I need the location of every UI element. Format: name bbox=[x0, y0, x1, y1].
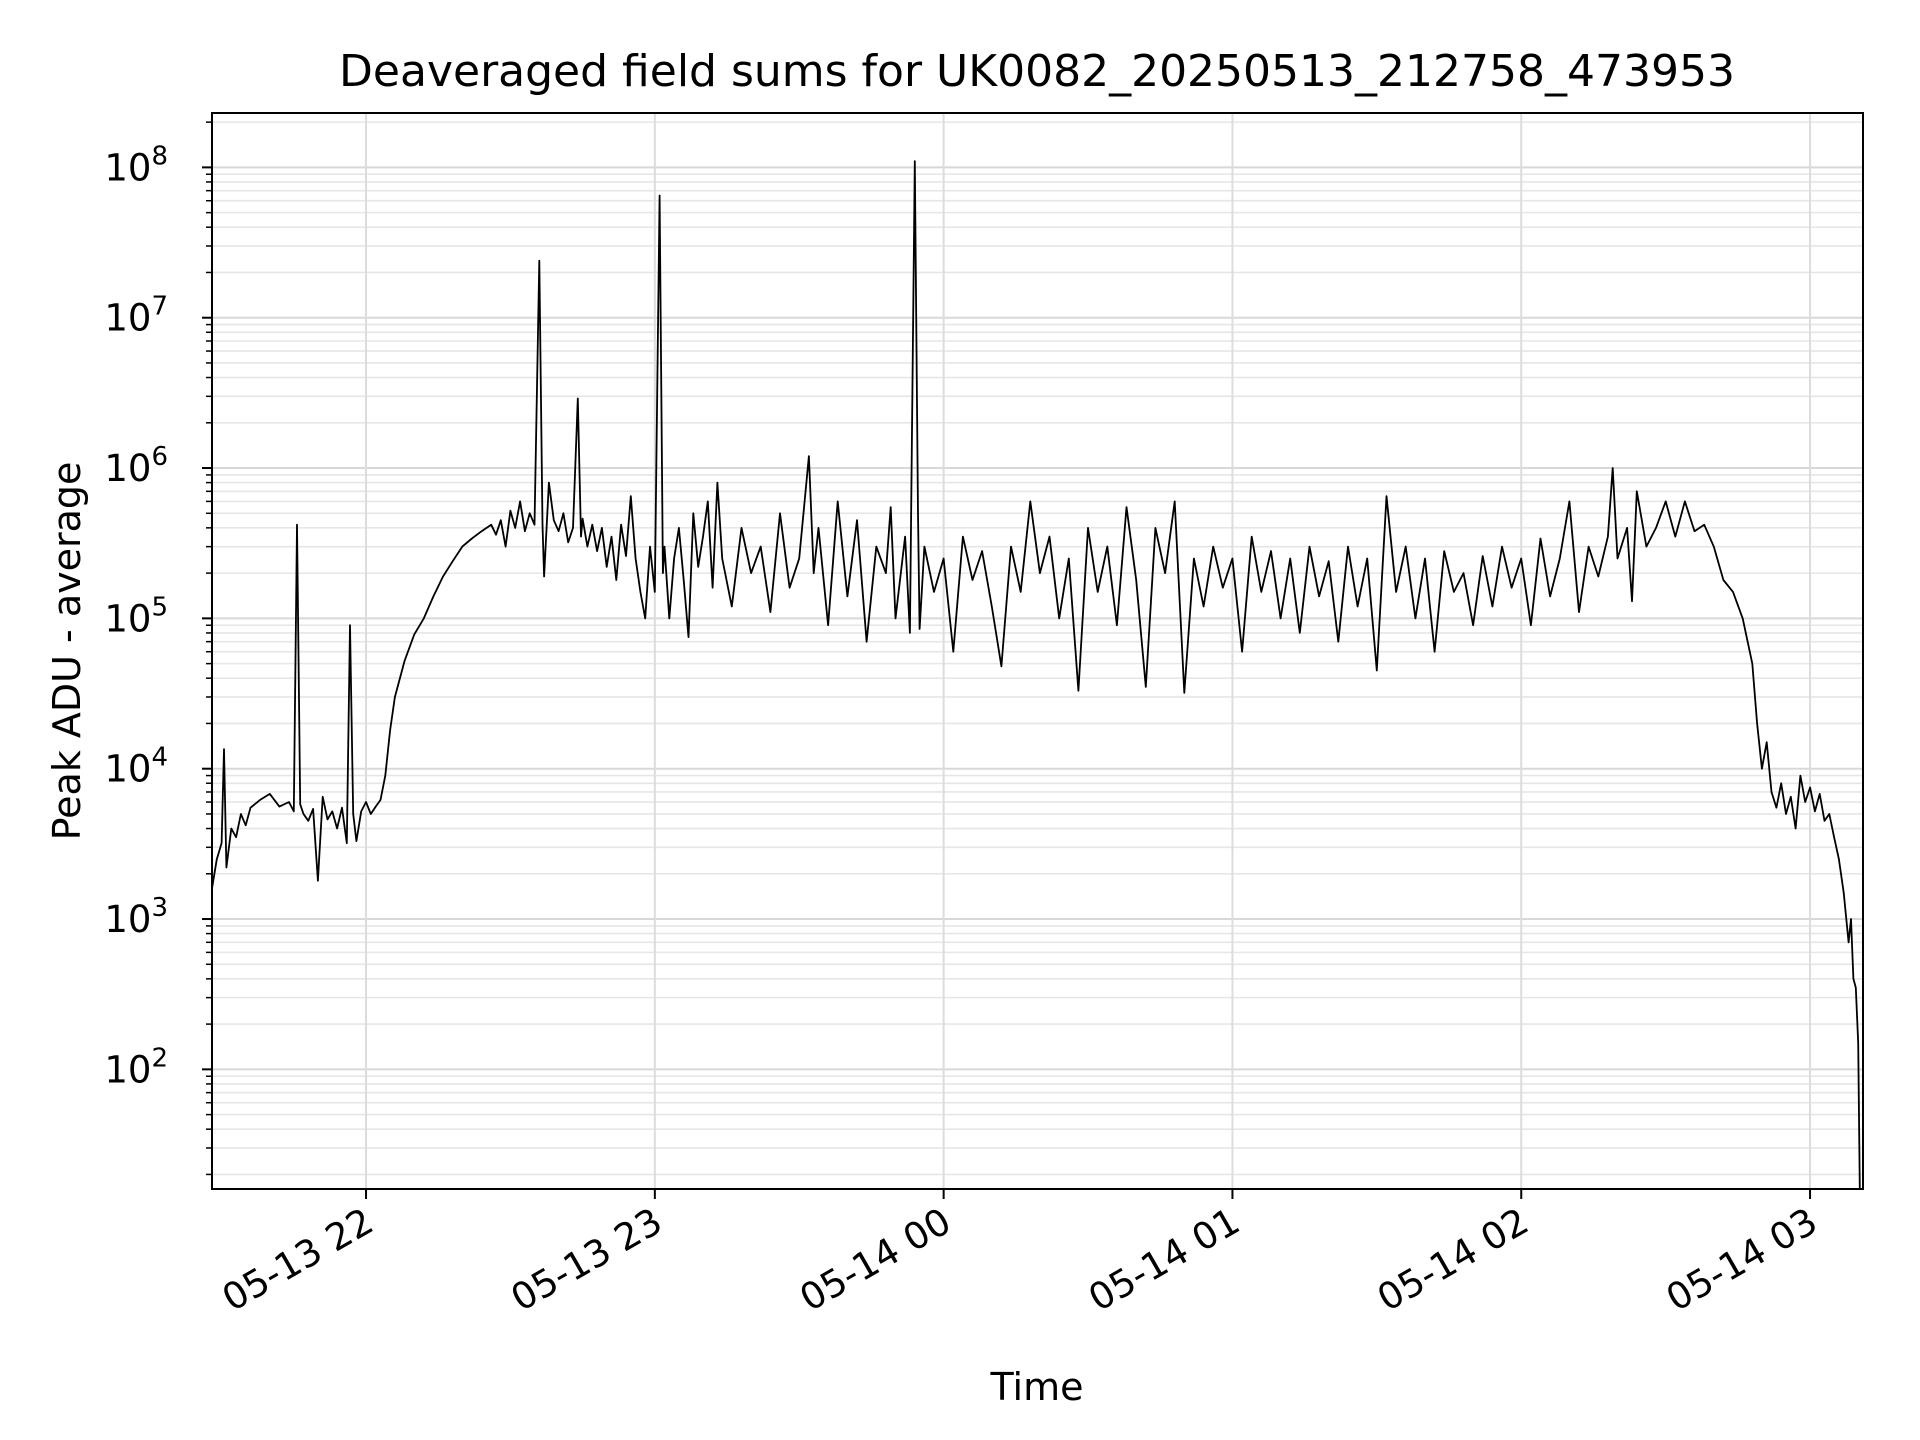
y-axis-label: Peak ADU - average bbox=[45, 462, 89, 841]
series-line bbox=[211, 160, 1861, 1190]
series-layer bbox=[211, 160, 1861, 1190]
y-tick-label: 105 bbox=[104, 592, 168, 640]
y-tick-label-exponent: 3 bbox=[151, 893, 168, 923]
chart-title: Deaveraged field sums for UK0082_2025051… bbox=[339, 46, 1735, 97]
y-tick-label: 104 bbox=[104, 743, 168, 791]
y-tick-label-base: 10 bbox=[104, 297, 151, 340]
y-tick-label-base: 10 bbox=[104, 748, 151, 791]
y-tick-label-exponent: 7 bbox=[151, 292, 168, 322]
y-tick-label: 108 bbox=[104, 141, 168, 189]
y-tick-label-exponent: 8 bbox=[151, 141, 168, 171]
x-axis-label: Time bbox=[990, 1365, 1084, 1409]
y-tick-label: 106 bbox=[104, 442, 168, 490]
y-tick-label: 103 bbox=[104, 893, 168, 941]
y-tick-label-exponent: 5 bbox=[151, 592, 168, 622]
y-tick-label-base: 10 bbox=[104, 1048, 151, 1091]
y-tick-label-base: 10 bbox=[104, 898, 151, 941]
y-tick-label-base: 10 bbox=[104, 447, 151, 490]
y-tick-label: 102 bbox=[104, 1043, 168, 1091]
y-tick-label: 107 bbox=[104, 292, 168, 340]
y-tick-label-exponent: 6 bbox=[151, 442, 168, 472]
y-tick-label-base: 10 bbox=[104, 146, 151, 189]
y-tick-label-exponent: 4 bbox=[151, 743, 168, 773]
y-tick-label-exponent: 2 bbox=[151, 1043, 168, 1073]
y-tick-label-base: 10 bbox=[104, 597, 151, 640]
